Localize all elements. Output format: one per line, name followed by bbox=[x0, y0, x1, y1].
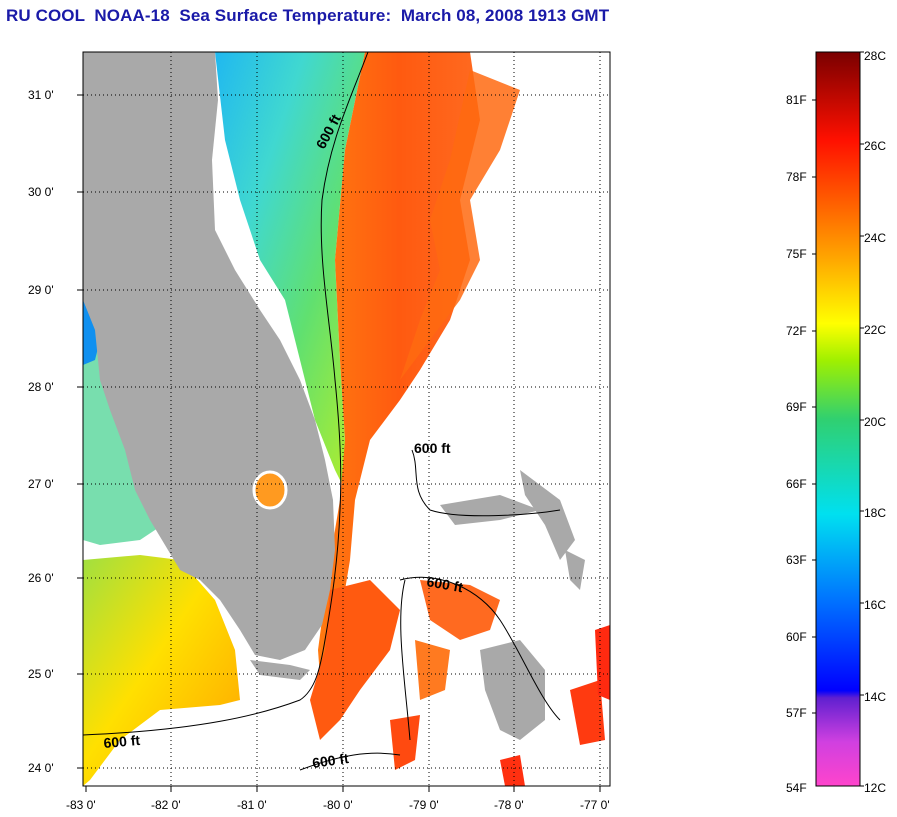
warm-patch-se-4 bbox=[390, 715, 420, 770]
isobath-label-bahamas: 600 ft bbox=[414, 440, 451, 456]
colorbar-fahrenheit-label: 66F bbox=[786, 477, 807, 491]
colorbar-fahrenheit-label: 78F bbox=[786, 170, 807, 184]
latitude-labels: 24 0' 25 0' 26 0' 27 0' 28 0' 29 0' 30 0… bbox=[28, 88, 54, 775]
colorbar-fahrenheit-label: 54F bbox=[786, 781, 807, 795]
colorbar-fahrenheit-label: 81F bbox=[786, 93, 807, 107]
colorbar-fahrenheit-label: 57F bbox=[786, 706, 807, 720]
colorbar-gradient bbox=[815, 51, 861, 787]
warm-patch-se-6 bbox=[595, 625, 610, 700]
lat-label: 26 0' bbox=[28, 571, 54, 585]
colorbar-fahrenheit-label: 63F bbox=[786, 553, 807, 567]
lon-label: -79 0' bbox=[409, 798, 439, 812]
lake-okeechobee bbox=[252, 470, 288, 510]
lon-label: -82 0' bbox=[151, 798, 181, 812]
gulf-sst-patch bbox=[83, 555, 240, 786]
longitude-labels: -83 0' -82 0' -81 0' -80 0' -79 0' -78 0… bbox=[66, 798, 610, 812]
colorbar-celsius-label: 20C bbox=[864, 415, 886, 429]
lon-label: -78 0' bbox=[494, 798, 524, 812]
isobath-line-bahamas bbox=[411, 449, 561, 517]
colorbar-celsius-label: 18C bbox=[864, 506, 886, 520]
colorbar-fahrenheit-label: 60F bbox=[786, 630, 807, 644]
colorbar-celsius-label: 16C bbox=[864, 598, 886, 612]
abaco bbox=[520, 470, 575, 560]
colorbar-fahrenheit-label: 75F bbox=[786, 247, 807, 261]
isobath-line-north bbox=[83, 52, 369, 736]
isobath-label-tongue: 600 ft bbox=[425, 573, 464, 595]
colorbar-fahrenheit-label: 72F bbox=[786, 324, 807, 338]
warm-patch-se-3 bbox=[415, 640, 450, 700]
colorbar-ticks bbox=[812, 51, 864, 787]
lat-label: 25 0' bbox=[28, 667, 54, 681]
axis-ticks bbox=[77, 94, 601, 792]
lat-label: 24 0' bbox=[28, 761, 54, 775]
shelf-water bbox=[215, 52, 365, 500]
grand-bahama bbox=[440, 495, 540, 525]
map-title: RU COOL NOAA-18 Sea Surface Temperature:… bbox=[6, 6, 610, 25]
colorbar-celsius-label: 26C bbox=[864, 139, 886, 153]
warm-patch-se-7 bbox=[500, 755, 525, 786]
isobath-line-south bbox=[299, 752, 401, 771]
isobath-lines bbox=[83, 52, 561, 771]
gulf-stream-east-patches bbox=[400, 70, 520, 380]
lat-label: 31 0' bbox=[28, 88, 54, 102]
colorbar-celsius-label: 22C bbox=[864, 323, 886, 337]
colorbar: 28C 26C 24C 22C 20C 18C 16C 14C 12C 81F … bbox=[786, 49, 886, 795]
isobath-line-tongue bbox=[399, 576, 561, 741]
lon-label: -81 0' bbox=[237, 798, 267, 812]
colorbar-fahrenheit-label: 69F bbox=[786, 400, 807, 414]
warm-patch-se-2 bbox=[420, 580, 500, 640]
lat-label: 27 0' bbox=[28, 477, 54, 491]
map-data-layer: 600 ft 600 ft 600 ft 600 ft 600 ft bbox=[83, 52, 610, 786]
colorbar-celsius-label: 28C bbox=[864, 49, 886, 63]
lat-label: 30 0' bbox=[28, 185, 54, 199]
colorbar-celsius-label: 24C bbox=[864, 231, 886, 245]
isobath-label-west: 600 ft bbox=[103, 732, 141, 751]
map-frame bbox=[82, 51, 611, 787]
lon-label: -83 0' bbox=[66, 798, 96, 812]
lon-label: -80 0' bbox=[323, 798, 353, 812]
eleuthera bbox=[565, 550, 585, 590]
isobath-label-south: 600 ft bbox=[311, 750, 350, 771]
florida-keys bbox=[250, 660, 310, 680]
warm-patch-se-5 bbox=[570, 680, 605, 745]
warm-patch-se-1 bbox=[310, 580, 400, 740]
colorbar-celsius-label: 14C bbox=[864, 690, 886, 704]
lat-label: 29 0' bbox=[28, 283, 54, 297]
colorbar-celsius-label: 12C bbox=[864, 781, 886, 795]
lon-label: -77 0' bbox=[580, 798, 610, 812]
andros bbox=[480, 640, 545, 740]
lat-label: 28 0' bbox=[28, 380, 54, 394]
